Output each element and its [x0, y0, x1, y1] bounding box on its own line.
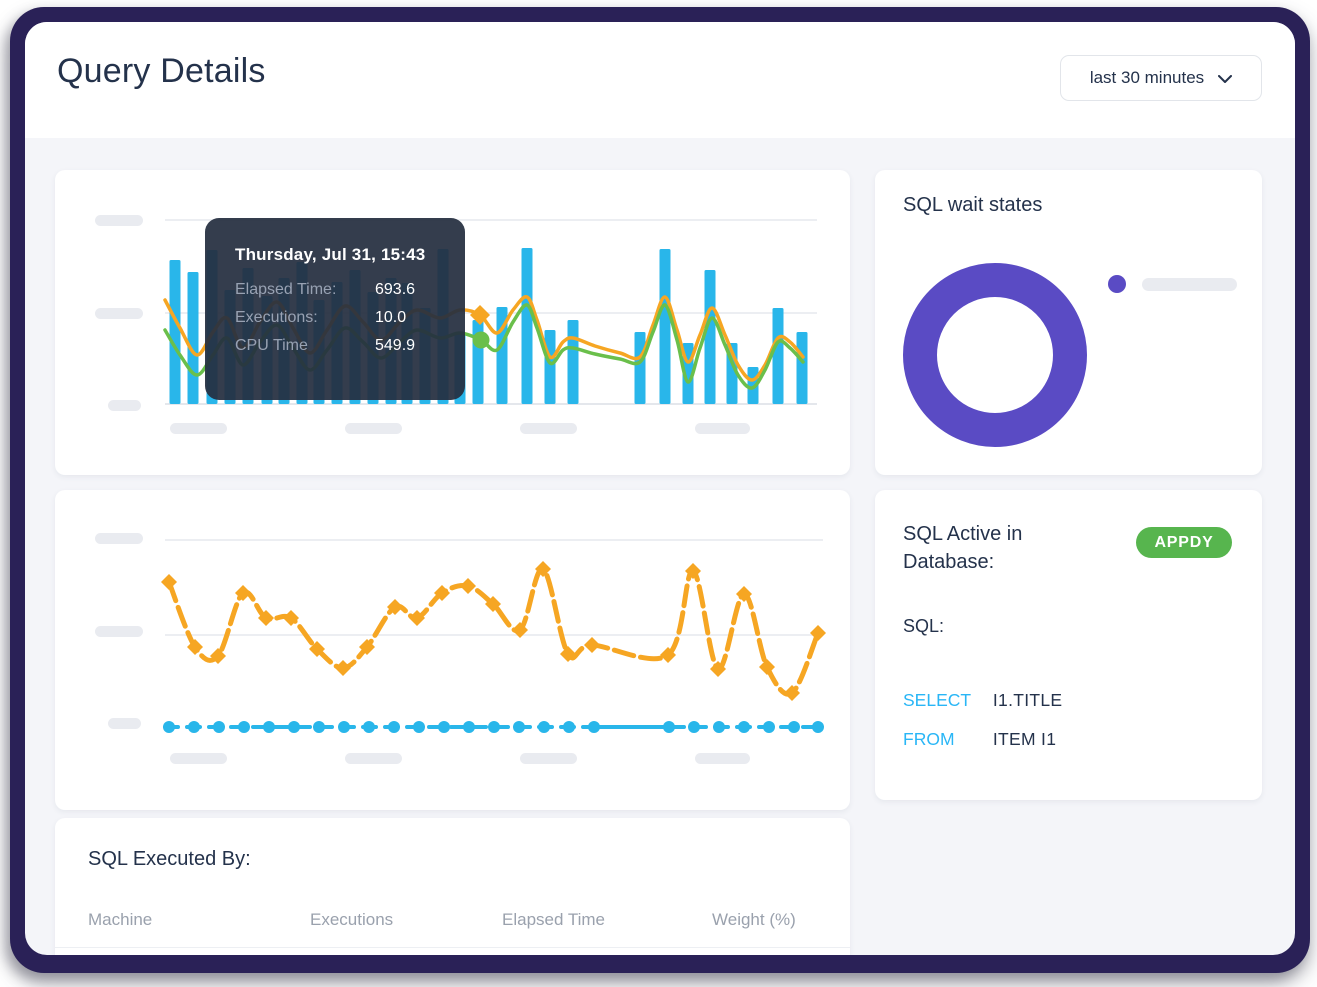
sql-text: I1.TITLE — [992, 690, 1063, 710]
app-content: Query Details last 30 minutes Thursday, … — [25, 22, 1295, 955]
sql-executed-by-card: SQL Executed By: Machine Executions Elap… — [55, 818, 850, 955]
time-range-label: last 30 minutes — [1089, 68, 1205, 87]
tooltip-row-cpu: CPU Time 549.9 — [235, 337, 416, 354]
column-header-weight: Weight (%) — [712, 910, 796, 929]
chart-tooltip: Thursday, Jul 31, 15:43 Elapsed Time: 69… — [205, 218, 465, 400]
executed-by-title: SQL Executed By: — [88, 848, 251, 870]
sql-active-card: SQL Active in Database: APPDY SQL: SELEC… — [875, 490, 1262, 800]
sql-statement-line: FROM ITEM I1 — [903, 729, 1056, 750]
legend-label-placeholder — [1142, 278, 1237, 291]
column-header-elapsed-time: Elapsed Time — [502, 910, 605, 929]
wait-states-title: SQL wait states — [903, 194, 1043, 216]
page-header: Query Details last 30 minutes — [25, 22, 1295, 138]
sql-wait-states-card: SQL wait states — [875, 170, 1262, 475]
legend-dot-icon — [1108, 275, 1126, 293]
tooltip-row-executions: Executions: 10.0 — [235, 309, 407, 326]
sql-keyword: SELECT — [903, 690, 972, 710]
time-range-dropdown[interactable]: last 30 minutes — [1060, 55, 1262, 101]
wait-states-donut[interactable] — [875, 170, 1262, 475]
sql-active-title: SQL Active in Database: — [903, 523, 1023, 573]
sql-text: ITEM I1 — [992, 729, 1057, 749]
page-title: Query Details — [57, 52, 266, 90]
sql-label: SQL: — [903, 616, 945, 636]
table-divider — [55, 947, 850, 948]
appdy-badge: APPDY — [1136, 527, 1232, 558]
sql-statement-line: SELECT I1.TITLE — [903, 690, 1062, 711]
app-window-frame: Query Details last 30 minutes Thursday, … — [10, 7, 1310, 973]
performance-chart-card: Thursday, Jul 31, 15:43 Elapsed Time: 69… — [55, 170, 850, 475]
trend-chart[interactable] — [55, 490, 850, 810]
chevron-down-icon — [1218, 74, 1233, 83]
sql-keyword: FROM — [903, 729, 955, 749]
column-header-executions: Executions — [310, 910, 394, 929]
tooltip-row-elapsed: Elapsed Time: 693.6 — [235, 281, 416, 298]
column-header-machine: Machine — [88, 910, 153, 929]
tooltip-date: Thursday, Jul 31, 15:43 — [235, 245, 426, 264]
trend-chart-card — [55, 490, 850, 810]
table-header-row: Machine Executions Elapsed Time Weight (… — [55, 910, 850, 932]
